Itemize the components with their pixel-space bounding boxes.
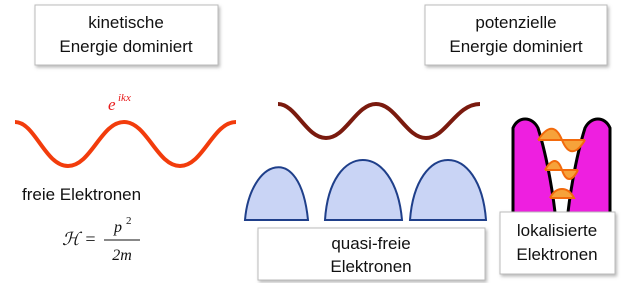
band	[245, 167, 308, 220]
box-text: Energie dominiert	[449, 37, 583, 56]
diagram: kinetische Energie dominiert potenzielle…	[0, 0, 621, 283]
box-text: Elektronen	[516, 245, 597, 264]
band	[325, 160, 402, 220]
formula: p	[113, 219, 122, 236]
box-text: lokalisierte	[517, 221, 597, 240]
formula: ℋ =	[62, 229, 96, 249]
formula: 2m	[112, 247, 132, 264]
label: freie Elektronen	[22, 185, 141, 204]
nearly-free-wave	[278, 104, 480, 138]
band	[410, 160, 486, 220]
plane-wave	[15, 122, 236, 166]
box-text: Energie dominiert	[59, 37, 193, 56]
wave-label: e	[108, 95, 116, 114]
wave-label: ikx	[118, 92, 131, 104]
box-text: quasi-freie	[331, 234, 410, 253]
formula: 2	[126, 215, 132, 227]
box-text: potenzielle	[475, 13, 556, 32]
box-text: kinetische	[88, 13, 164, 32]
box-text: Elektronen	[330, 257, 411, 276]
